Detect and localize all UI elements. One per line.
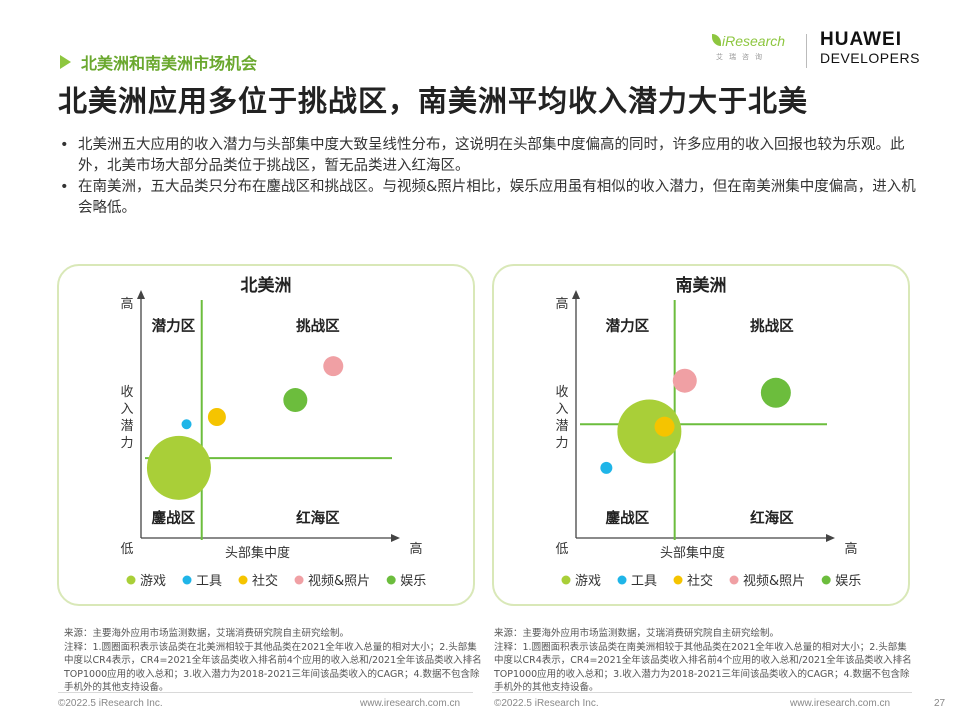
page-title: 北美洲应用多位于挑战区，南美洲平均收入潜力大于北美 [58,84,809,118]
bullet-item: 北美洲五大应用的收入潜力与头部集中度大致呈线性分布，这说明在头部集中度偏高的同时… [58,135,918,177]
y-high-label: 高 [555,296,568,312]
note-line: 注释：1.圆圈面积表示该品类在北美洲相较于其他品类在2021全年收入总量的相对大… [64,641,482,694]
logo-divider [806,34,807,68]
legend-marker [126,575,136,585]
section-tag: 北美洲和南美洲市场机会 [60,50,257,74]
x-axis-title: 头部集中度 [225,545,290,561]
bubble-娱乐 [760,377,791,408]
source-note-north: 来源：主要海外应用市场监测数据，艾瑞消费研究院自主研究绘制。 注释：1.圆圈面积… [64,627,484,695]
huawei-logo: HUAWEI DEVELOPERS [820,29,920,66]
legend-marker [238,575,248,585]
page-number: 27 [934,698,946,709]
north-america-panel: 北美洲 潜力区 挑战区 鏖战区 红海区高低高头部集中度 收入潜力 游戏 工具 社交 视频&照片娱… [57,264,475,606]
quadrant-label-top-right: 挑战区 [750,317,794,335]
play-triangle-icon [60,55,71,69]
x-axis-arrow-icon [826,534,835,542]
y-high-label: 高 [120,296,133,312]
x-low-label: 低 [120,542,133,557]
bubble-视频&照片 [672,368,697,393]
south-america-title: 南美洲 [675,276,727,296]
legend-marker [673,575,683,585]
iresearch-brand: iResearch [722,33,786,49]
bubble-游戏 [617,399,682,464]
y-axis-arrow-icon [137,290,145,299]
quadrant-label-bottom-left: 鏖战区 [152,509,196,527]
bubble-工具 [600,461,613,474]
huawei-line2: DEVELOPERS [820,49,920,66]
legend-item: 社交 [252,573,278,589]
iresearch-sub: 艾瑞咨询 [716,53,768,61]
quadrant-label-bottom-right: 红海区 [296,509,340,527]
leaf-icon [712,34,721,46]
y-axis-arrow-icon [572,290,580,299]
bubble-社交 [207,408,226,426]
legend-item: 工具 [631,574,657,589]
bubble-社交 [654,416,675,437]
quadrant-label-bottom-right: 红海区 [750,509,794,527]
legend-marker [294,575,304,585]
y-axis-title: 收入潜力 [555,385,568,451]
x-low-label: 低 [555,542,568,557]
source-line: 来源：主要海外应用市场监测数据，艾瑞消费研究院自主研究绘制。 [64,628,350,639]
quadrant-label-bottom-left: 鏖战区 [606,509,650,527]
legend-marker [729,575,739,585]
x-high-label: 高 [409,541,422,557]
legend-item: 娱乐 [835,574,861,589]
legend-marker [386,575,396,585]
legend-item: 娱乐 [400,574,426,589]
south-america-panel: 南美洲 潜力区 挑战区 鏖战区 红海区高低高头部集中度 收入潜力 游戏 工具 社交 视频&照片娱… [492,264,910,606]
legend-item: 视频&照片 [743,574,805,589]
note-line: 注释：1.圆圈面积表示该品类在南美洲相较于其他品类在2021全年收入总量的相对大… [494,641,912,694]
legend-item: 游戏 [575,574,601,589]
source-note-south: 来源：主要海外应用市场监测数据，艾瑞消费研究院自主研究绘制。 注释：1.圆圈面积… [494,627,914,695]
legend-marker [182,575,192,585]
summary-bullets: 北美洲五大应用的收入潜力与头部集中度大致呈线性分布，这说明在头部集中度偏高的同时… [58,135,918,219]
legend-marker [821,575,831,585]
quadrant-label-top-left: 潜力区 [152,317,196,335]
quadrant-label-top-left: 潜力区 [606,317,650,335]
footer-divider [58,692,473,693]
legend-item: 工具 [196,574,222,589]
legend-marker [617,575,627,585]
huawei-line1: HUAWEI [820,29,902,50]
section-tag-label: 北美洲和南美洲市场机会 [81,54,258,73]
footer-copyright: ©2022.5 iResearch Inc. [494,698,599,709]
legend-marker [561,575,571,585]
y-axis-title: 收入潜力 [120,385,133,451]
legend-item: 游戏 [140,574,166,589]
source-line: 来源：主要海外应用市场监测数据，艾瑞消费研究院自主研究绘制。 [494,628,780,639]
bubble-视频&照片 [323,356,344,377]
legend-item: 社交 [687,573,713,589]
iresearch-logo: iResearch 艾瑞咨询 [712,33,792,73]
footer-copyright: ©2022.5 iResearch Inc. [58,698,163,709]
x-high-label: 高 [844,541,857,557]
bubble-游戏 [146,435,211,500]
bubble-娱乐 [283,388,308,413]
quadrant-label-top-right: 挑战区 [296,317,340,335]
bullet-item: 在南美洲，五大品类只分布在鏖战区和挑战区。与视频&照片相比，娱乐应用虽有相似的收… [58,177,918,219]
footer-divider [492,692,912,693]
footer-url: www.iresearch.com.cn [790,698,891,709]
x-axis-title: 头部集中度 [660,545,725,561]
footer-url: www.iresearch.com.cn [360,698,461,709]
x-axis-arrow-icon [391,534,400,542]
bubble-工具 [181,419,192,430]
north-america-title: 北美洲 [240,276,292,296]
legend-item: 视频&照片 [308,574,370,589]
